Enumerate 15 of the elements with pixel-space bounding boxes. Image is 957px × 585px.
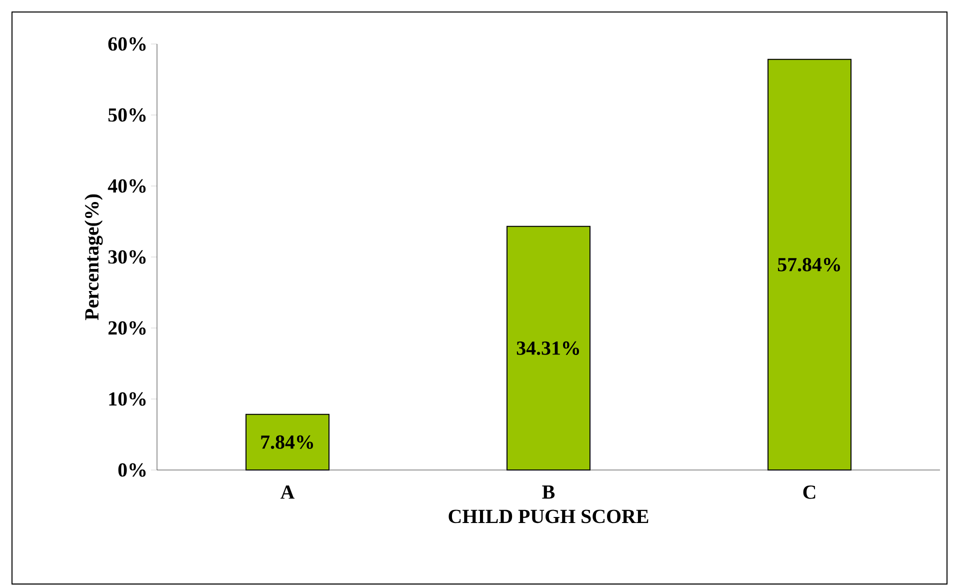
y-tick-label: 50%	[108, 108, 146, 122]
x-tick-label: C	[803, 486, 816, 499]
y-axis-title: Percentage(%)	[84, 194, 103, 320]
y-tick-label: 20%	[108, 321, 146, 335]
y-tick-label: 60%	[108, 37, 146, 51]
y-tick-label: 30%	[108, 250, 146, 264]
y-tick-label: 10%	[109, 392, 146, 406]
data-label: 7.84%	[261, 435, 314, 449]
data-label: 57.84%	[778, 258, 840, 272]
x-tick-label: B	[542, 486, 555, 499]
data-label: 34.31%	[516, 341, 580, 355]
x-axis-title: CHILD PUGH SCORE	[448, 510, 648, 524]
x-tick-label: A	[280, 486, 295, 499]
y-tick-label: 40%	[108, 179, 146, 193]
y-tick-label: 0%	[118, 463, 146, 477]
